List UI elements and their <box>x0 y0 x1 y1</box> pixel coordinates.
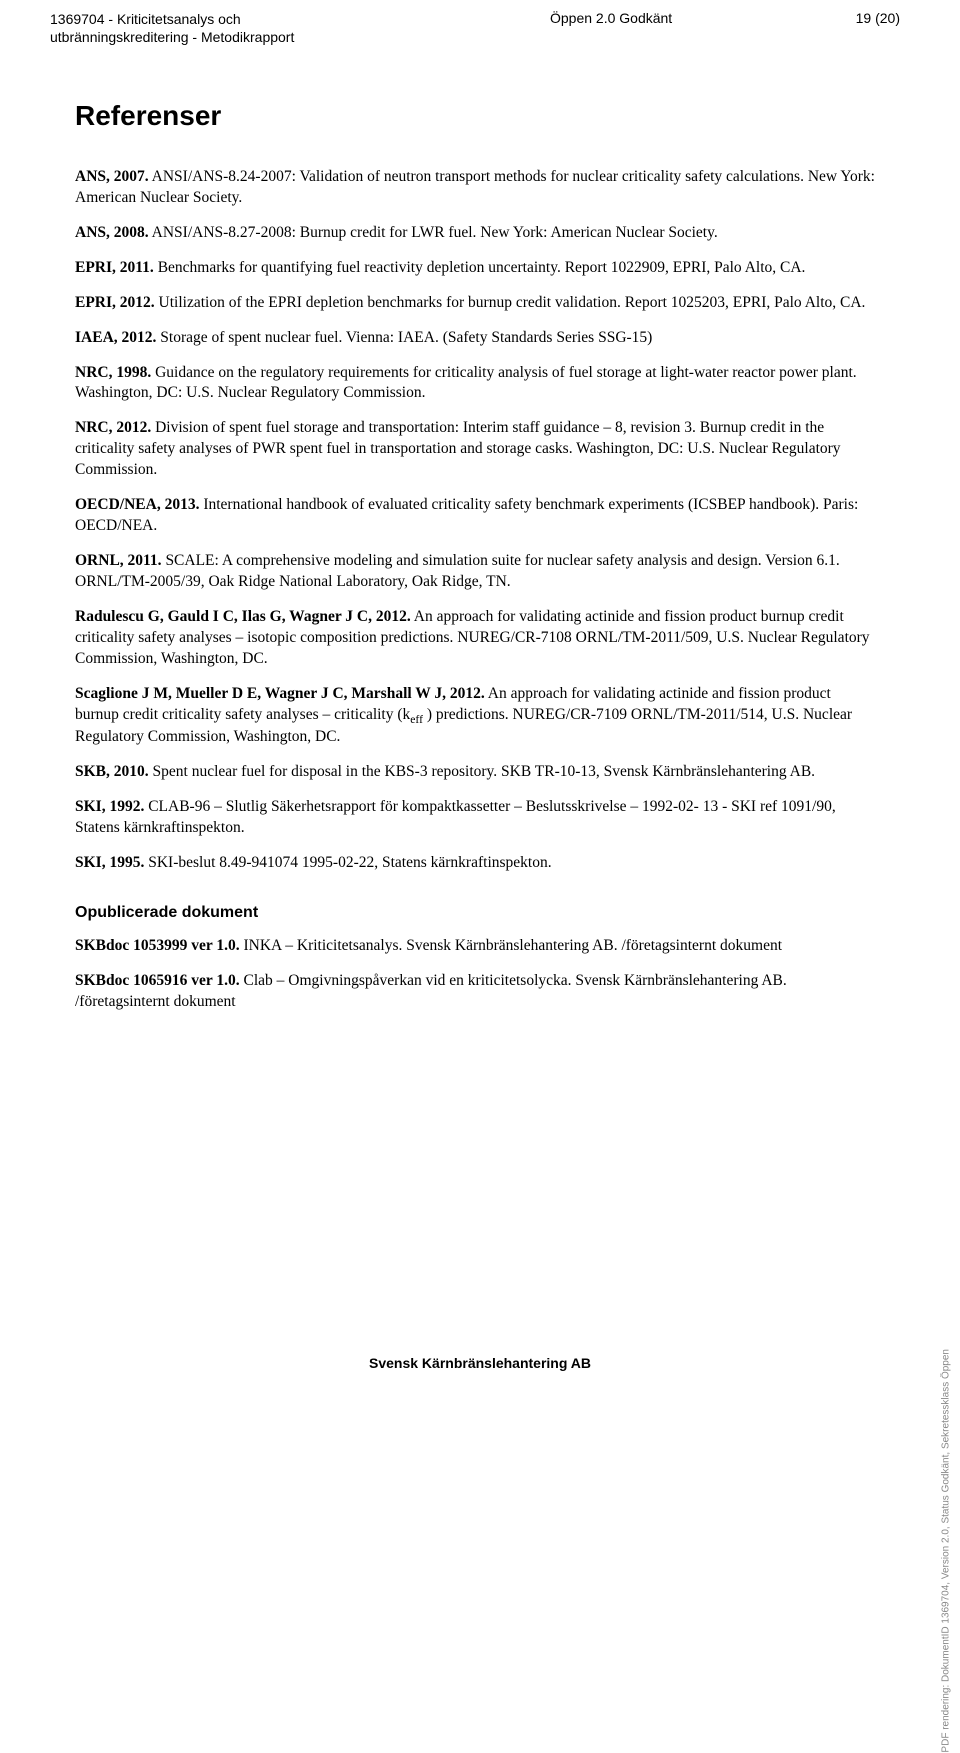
reference-key: ANS, 2007. <box>75 168 149 185</box>
pdf-rendering-sidetext: PDF rendering: DokumentID 1369704, Versi… <box>941 1349 952 1753</box>
reference-item: Radulescu G, Gauld I C, Ilas G, Wagner J… <box>75 607 875 670</box>
reference-item: IAEA, 2012. Storage of spent nuclear fue… <box>75 328 875 349</box>
reference-text: ANSI/ANS-8.24-2007: Validation of neutro… <box>75 168 875 206</box>
reference-key: SKBdoc 1065916 ver 1.0. <box>75 972 240 989</box>
reference-text: INKA – Kriticitetsanalys. Svensk Kärnbrä… <box>240 937 782 954</box>
reference-key: Radulescu G, Gauld I C, Ilas G, Wagner J… <box>75 608 411 625</box>
reference-key: ORNL, 2011. <box>75 552 162 569</box>
header-doc-id: 1369704 - Kriticitetsanalys och utbränni… <box>50 10 370 46</box>
unpublished-heading: Opublicerade dokument <box>75 904 875 922</box>
reference-text: Benchmarks for quantifying fuel reactivi… <box>154 259 806 276</box>
reference-item: SKB, 2010. Spent nuclear fuel for dispos… <box>75 762 875 783</box>
reference-item: OECD/NEA, 2013. International handbook o… <box>75 495 875 537</box>
reference-key: NRC, 2012. <box>75 419 151 436</box>
reference-key: EPRI, 2011. <box>75 259 154 276</box>
reference-key: ANS, 2008. <box>75 224 149 241</box>
reference-item: ANS, 2007. ANSI/ANS-8.24-2007: Validatio… <box>75 167 875 209</box>
reference-key: SKI, 1992. <box>75 798 144 815</box>
header-page-number: 19 (20) <box>856 10 900 26</box>
reference-text: ANSI/ANS-8.27-2008: Burnup credit for LW… <box>149 224 718 241</box>
reference-item: ANS, 2008. ANSI/ANS-8.27-2008: Burnup cr… <box>75 223 875 244</box>
page-footer: Svensk Kärnbränslehantering AB <box>0 1355 960 1371</box>
reference-item: SKBdoc 1065916 ver 1.0. Clab – Omgivning… <box>75 971 875 1013</box>
reference-key: Scaglione J M, Mueller D E, Wagner J C, … <box>75 685 485 702</box>
reference-text: CLAB-96 – Slutlig Säkerhetsrapport för k… <box>75 798 836 836</box>
reference-item: SKBdoc 1053999 ver 1.0. INKA – Kriticite… <box>75 936 875 957</box>
reference-text: Storage of spent nuclear fuel. Vienna: I… <box>156 329 652 346</box>
reference-key: SKB, 2010. <box>75 763 149 780</box>
reference-item: NRC, 2012. Division of spent fuel storag… <box>75 418 875 481</box>
reference-item: EPRI, 2011. Benchmarks for quantifying f… <box>75 258 875 279</box>
reference-item: Scaglione J M, Mueller D E, Wagner J C, … <box>75 684 875 749</box>
reference-item: SKI, 1995. SKI-beslut 8.49-941074 1995-0… <box>75 853 875 874</box>
reference-key: SKI, 1995. <box>75 854 144 871</box>
reference-item: EPRI, 2012. Utilization of the EPRI depl… <box>75 293 875 314</box>
page-content: Referenser ANS, 2007. ANSI/ANS-8.24-2007… <box>75 100 875 1027</box>
reference-item: SKI, 1992. CLAB-96 – Slutlig Säkerhetsra… <box>75 797 875 839</box>
reference-key: IAEA, 2012. <box>75 329 156 346</box>
reference-key: SKBdoc 1053999 ver 1.0. <box>75 937 240 954</box>
reference-item: NRC, 1998. Guidance on the regulatory re… <box>75 363 875 405</box>
reference-key: EPRI, 2012. <box>75 294 155 311</box>
reference-text: Guidance on the regulatory requirements … <box>75 364 857 402</box>
reference-text: Spent nuclear fuel for disposal in the K… <box>149 763 815 780</box>
reference-key: OECD/NEA, 2013. <box>75 496 199 513</box>
header-status: Öppen 2.0 Godkänt <box>550 10 672 26</box>
reference-subscript: eff <box>410 713 423 726</box>
reference-key: NRC, 1998. <box>75 364 151 381</box>
reference-item: ORNL, 2011. SCALE: A comprehensive model… <box>75 551 875 593</box>
reference-text: SCALE: A comprehensive modeling and simu… <box>75 552 840 590</box>
section-title: Referenser <box>75 100 875 132</box>
reference-text: Division of spent fuel storage and trans… <box>75 419 841 478</box>
reference-text: SKI-beslut 8.49-941074 1995-02-22, State… <box>144 854 551 871</box>
reference-text: Utilization of the EPRI depletion benchm… <box>155 294 866 311</box>
